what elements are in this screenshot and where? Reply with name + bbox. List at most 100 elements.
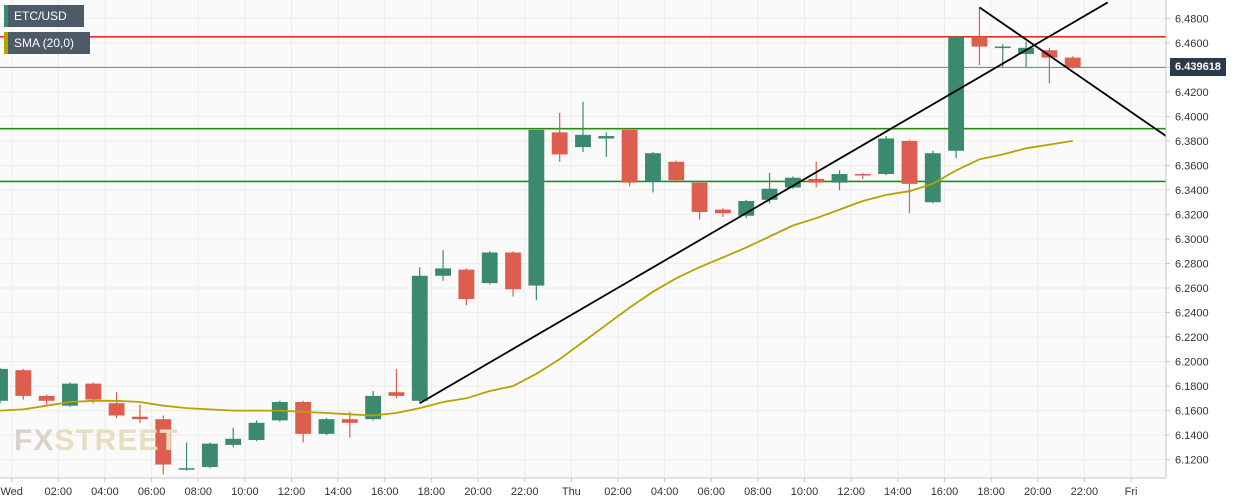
symbol-swatch	[4, 5, 8, 27]
candle-up	[924, 153, 941, 203]
x-tick-label: 20:00	[1024, 486, 1052, 498]
candle-down	[108, 403, 125, 416]
y-tick-label: 6.3400	[1175, 185, 1209, 197]
candle-up	[318, 419, 335, 434]
candles-layer	[0, 7, 1081, 475]
y-tick-label: 6.4600	[1175, 38, 1209, 50]
y-tick-label: 6.2600	[1175, 283, 1209, 295]
candle-down	[1041, 50, 1058, 58]
y-tick-label: 6.4000	[1175, 111, 1209, 123]
candle-down	[668, 161, 685, 181]
candle-down	[38, 395, 55, 401]
candle-down	[971, 36, 988, 47]
candle-down	[551, 132, 568, 155]
candle-up	[878, 138, 895, 175]
candle-down	[901, 140, 918, 184]
candle-down	[505, 252, 521, 290]
ascending-trendline	[419, 1, 1109, 405]
y-tick-label: 6.3200	[1175, 209, 1209, 221]
candle-up	[948, 36, 965, 151]
candle-down	[854, 174, 871, 176]
x-tick-label: 10:00	[791, 486, 819, 498]
candle-up	[761, 188, 778, 200]
sma-layer	[0, 140, 1073, 417]
candle-up	[784, 177, 801, 188]
y-tick-label: 6.1600	[1175, 406, 1209, 418]
x-tick-label: 18:00	[977, 486, 1005, 498]
y-tick-label: 6.2800	[1175, 259, 1209, 271]
candle-up	[201, 443, 218, 467]
candle-up	[248, 422, 265, 441]
x-tick-label: 08:00	[184, 486, 212, 498]
candle-up	[481, 252, 498, 284]
x-tick-label: 04:00	[651, 486, 679, 498]
x-tick-label: 16:00	[931, 486, 959, 498]
x-tick-label: 14:00	[324, 486, 352, 498]
candle-up	[435, 268, 452, 276]
legend-symbol[interactable]: ETC/USD	[4, 5, 84, 27]
candle-down	[341, 419, 358, 423]
y-tick-label: 6.2400	[1175, 308, 1209, 320]
x-tick-label: 12:00	[278, 486, 306, 498]
x-tick-label: 20:00	[464, 486, 492, 498]
candle-down	[295, 402, 312, 434]
legend-symbol-label: ETC/USD	[14, 9, 67, 23]
x-axis-ticks: Wed 02:00 04:00 06:00 08:00 10:00 12:00 14:00 16…	[0, 478, 1137, 498]
x-tick-label: 14:00	[884, 486, 912, 498]
trendlines-layer	[419, 1, 1167, 405]
candle-down	[714, 209, 731, 214]
candle-down	[388, 392, 405, 396]
candle-up	[575, 134, 591, 148]
x-tick-label: 22:00	[511, 486, 539, 498]
candle-down	[1064, 57, 1081, 68]
sma-swatch	[4, 32, 8, 54]
x-tick-label: 06:00	[138, 486, 166, 498]
candle-down	[808, 178, 825, 183]
legend-sma-label: SMA (20,0)	[14, 36, 75, 50]
candle-down	[458, 269, 475, 300]
x-tick-label: 06:00	[697, 486, 725, 498]
y-tick-label: 6.2200	[1175, 332, 1209, 344]
candle-up	[831, 174, 848, 183]
x-tick-label: 18:00	[418, 486, 446, 498]
candle-up	[994, 46, 1011, 49]
watermark-street: STREET	[54, 424, 179, 457]
candle-up	[62, 383, 78, 406]
candle-up	[645, 153, 661, 182]
x-tick-label: 02:00	[45, 486, 73, 498]
candle-up	[598, 136, 615, 139]
y-axis-ticks: 6.1200 6.1400 6.1600 6.1800 6.2000 6.2200 6.24…	[1166, 13, 1209, 467]
y-tick-label: 6.2000	[1175, 357, 1209, 369]
x-tick-label: 02:00	[604, 486, 632, 498]
candle-up	[528, 129, 545, 286]
y-tick-label: 6.1400	[1175, 430, 1209, 442]
y-tick-label: 6.1800	[1175, 381, 1209, 393]
candle-up	[178, 468, 195, 470]
candle-down	[155, 419, 172, 465]
watermark-fx: FX	[14, 424, 55, 457]
y-tick-label: 6.3000	[1175, 234, 1209, 246]
last-price-tag: 6.439618	[1170, 58, 1226, 77]
x-tick-label: 04:00	[91, 486, 119, 498]
sma-line	[0, 140, 1073, 417]
legend-sma[interactable]: SMA (20,0)	[4, 32, 90, 54]
x-tick-label: Wed	[0, 486, 22, 498]
y-tick-label: 6.4800	[1175, 13, 1209, 25]
y-tick-label: 6.4200	[1175, 87, 1209, 99]
x-tick-label: Thu	[562, 486, 581, 498]
candle-up	[0, 368, 8, 401]
candle-up	[738, 201, 755, 216]
candle-up	[411, 275, 428, 401]
candle-down	[15, 370, 32, 396]
candle-up	[365, 395, 382, 420]
candle-down	[85, 383, 102, 400]
x-tick-label: Fri	[1125, 486, 1138, 498]
y-tick-label: 6.3800	[1175, 136, 1209, 148]
x-tick-label: 22:00	[1071, 486, 1099, 498]
x-tick-label: 12:00	[837, 486, 865, 498]
fxstreet-watermark: FXSTREET	[14, 424, 179, 458]
candle-down	[691, 182, 708, 213]
x-tick-label: 16:00	[371, 486, 399, 498]
